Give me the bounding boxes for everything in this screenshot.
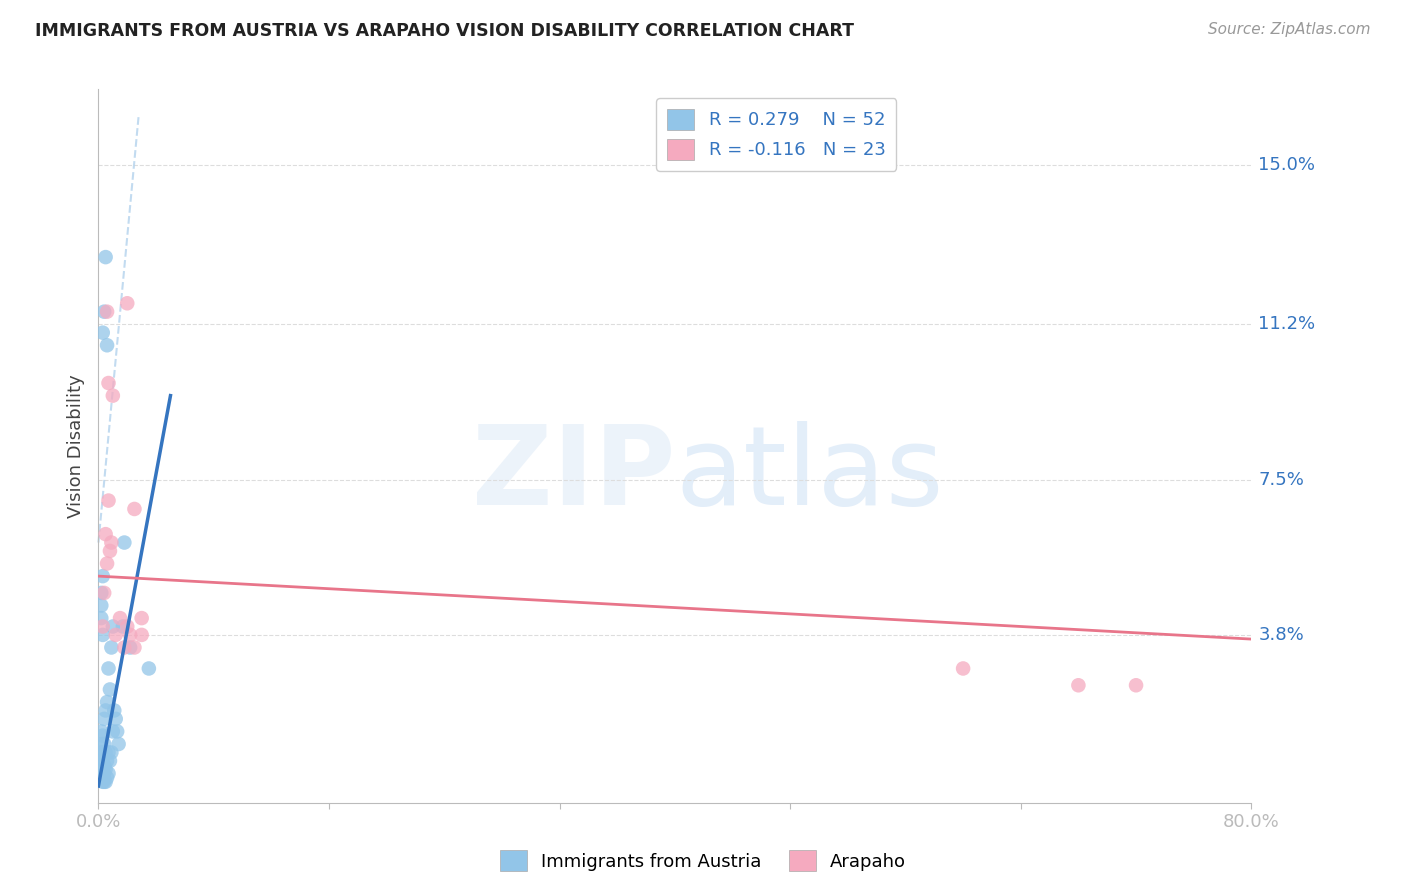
Point — [90, 766, 112, 780]
Legend: R = 0.279    N = 52, R = -0.116   N = 23: R = 0.279 N = 52, R = -0.116 N = 23 — [657, 98, 897, 170]
Point — [104, 628, 127, 642]
Point — [98, 682, 121, 697]
Point — [97, 376, 120, 390]
Point — [112, 640, 135, 655]
Point — [94, 774, 117, 789]
Point — [96, 304, 118, 318]
Point — [97, 493, 120, 508]
Text: Source: ZipAtlas.com: Source: ZipAtlas.com — [1208, 22, 1371, 37]
Point — [117, 619, 138, 633]
Text: 11.2%: 11.2% — [1258, 315, 1316, 334]
Point — [100, 535, 122, 549]
Point — [90, 586, 112, 600]
Point — [91, 774, 114, 789]
Point — [91, 569, 114, 583]
Point — [104, 712, 127, 726]
Point — [98, 754, 121, 768]
Point — [100, 640, 122, 655]
Point — [98, 544, 121, 558]
Point — [952, 661, 974, 675]
Point — [91, 628, 114, 642]
Point — [91, 762, 114, 776]
Text: IMMIGRANTS FROM AUSTRIA VS ARAPAHO VISION DISABILITY CORRELATION CHART: IMMIGRANTS FROM AUSTRIA VS ARAPAHO VISIO… — [35, 22, 855, 40]
Point — [97, 766, 120, 780]
Point — [108, 611, 131, 625]
Point — [97, 746, 120, 760]
Point — [91, 766, 114, 780]
Point — [131, 611, 153, 625]
Point — [91, 771, 114, 785]
Text: ZIP: ZIP — [471, 421, 675, 528]
Point — [93, 774, 115, 789]
Point — [93, 586, 115, 600]
Text: atlas: atlas — [675, 421, 943, 528]
Point — [90, 737, 112, 751]
Point — [93, 304, 115, 318]
Point — [96, 695, 118, 709]
Text: 15.0%: 15.0% — [1258, 156, 1316, 174]
Point — [93, 737, 115, 751]
Point — [111, 619, 134, 633]
Point — [120, 640, 142, 655]
Point — [96, 557, 118, 571]
Point — [90, 724, 112, 739]
Point — [93, 758, 115, 772]
Point — [96, 771, 118, 785]
Point — [120, 628, 142, 642]
Text: 3.8%: 3.8% — [1258, 626, 1305, 644]
Point — [94, 250, 117, 264]
Point — [101, 619, 124, 633]
Point — [93, 766, 115, 780]
Point — [90, 599, 112, 613]
Point — [138, 661, 160, 675]
Y-axis label: Vision Disability: Vision Disability — [66, 374, 84, 518]
Point — [131, 628, 153, 642]
Point — [97, 661, 120, 675]
Point — [112, 535, 135, 549]
Point — [124, 502, 146, 516]
Point — [1125, 678, 1147, 692]
Point — [105, 724, 128, 739]
Point — [91, 729, 114, 743]
Point — [90, 611, 112, 625]
Point — [94, 746, 117, 760]
Point — [94, 703, 117, 717]
Point — [101, 389, 124, 403]
Legend: Immigrants from Austria, Arapaho: Immigrants from Austria, Arapaho — [492, 843, 914, 879]
Point — [93, 712, 115, 726]
Point — [91, 754, 114, 768]
Point — [101, 724, 124, 739]
Point — [94, 527, 117, 541]
Point — [96, 754, 118, 768]
Point — [91, 619, 114, 633]
Text: 7.5%: 7.5% — [1258, 471, 1305, 489]
Point — [103, 703, 125, 717]
Point — [96, 338, 118, 352]
Point — [90, 746, 112, 760]
Point — [91, 326, 114, 340]
Point — [94, 762, 117, 776]
Point — [100, 746, 122, 760]
Point — [90, 754, 112, 768]
Point — [90, 758, 112, 772]
Point — [1067, 678, 1090, 692]
Point — [107, 737, 129, 751]
Point — [117, 296, 138, 310]
Point — [124, 640, 146, 655]
Point — [91, 746, 114, 760]
